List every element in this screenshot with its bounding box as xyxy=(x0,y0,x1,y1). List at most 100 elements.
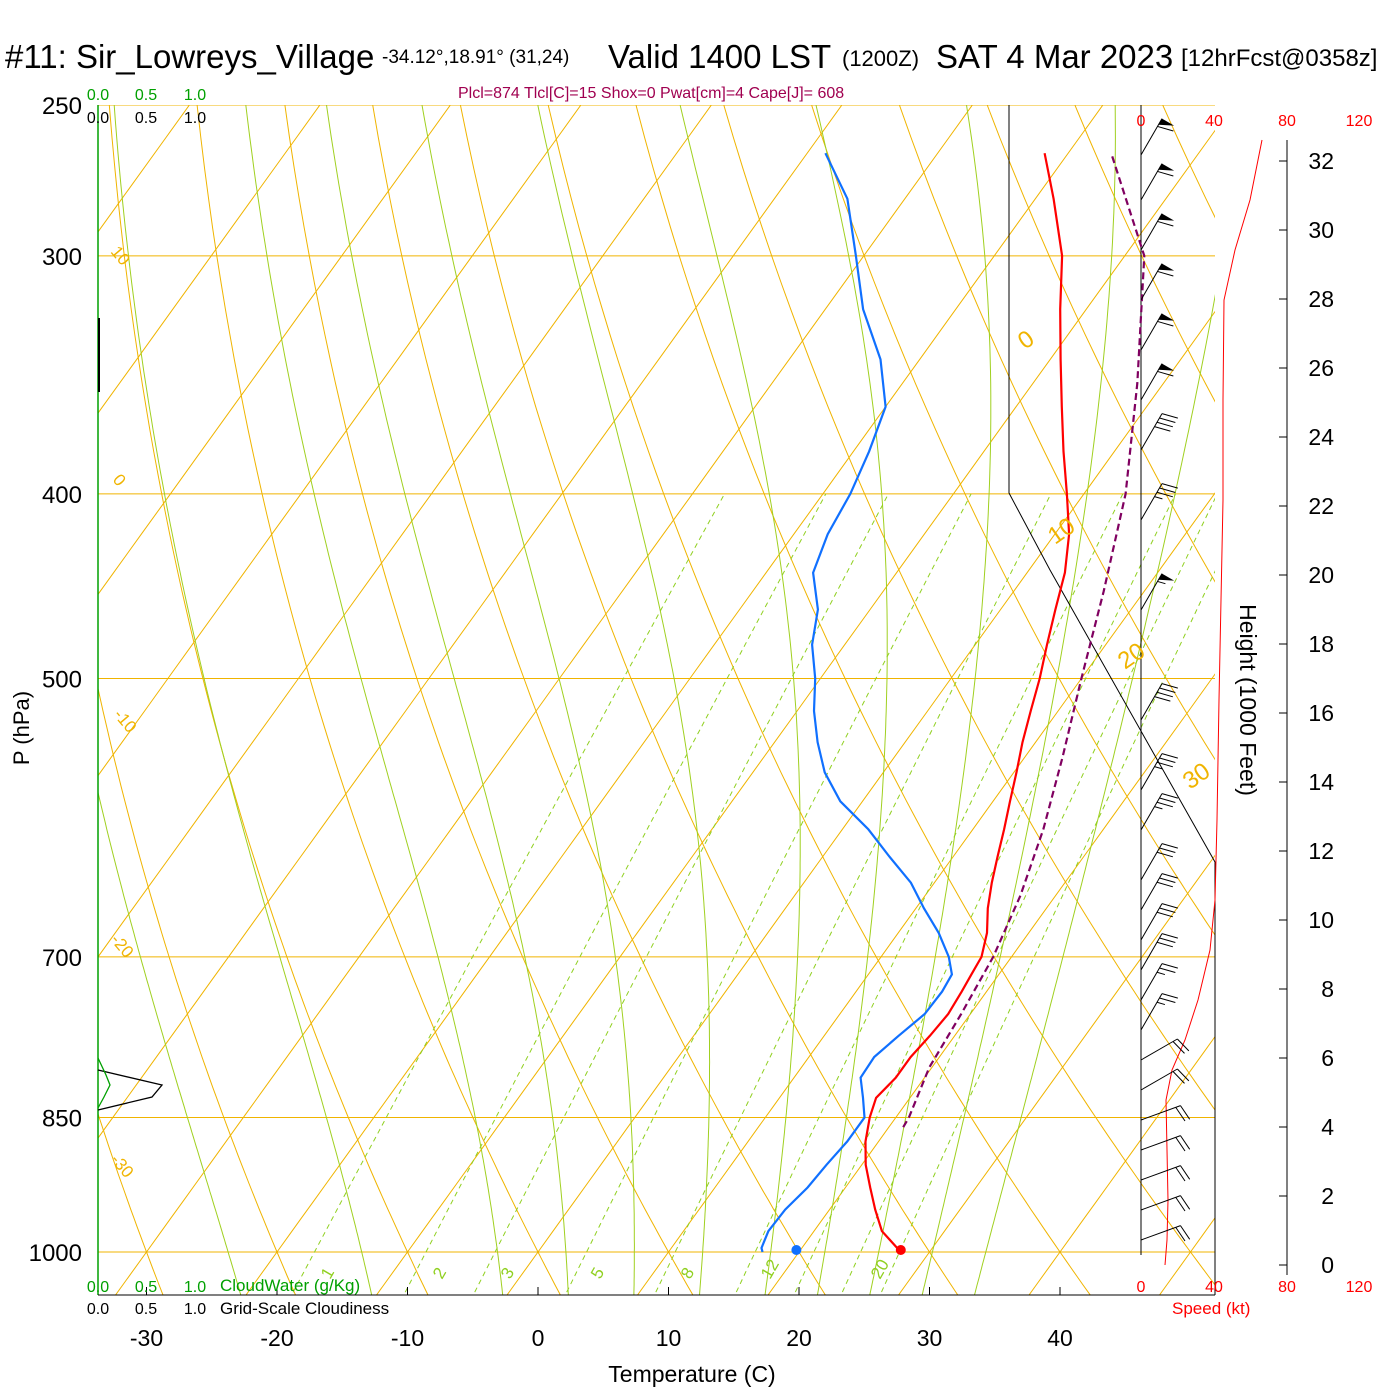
isotherm-line xyxy=(98,105,451,596)
wind-barb xyxy=(1140,1165,1191,1182)
x-axis-title: Temperature (C) xyxy=(608,1361,775,1387)
dry-adiabat-line xyxy=(372,105,826,1295)
moist-adiabat-line xyxy=(815,105,888,1295)
moist-adiabat-line xyxy=(869,105,992,1295)
wind-barb xyxy=(1140,1195,1191,1212)
isotherm-line xyxy=(1028,1035,1215,1295)
parcel-trace xyxy=(902,152,1146,1128)
speed-tick-label-top: 40 xyxy=(1205,113,1223,130)
y-axis-title: P (hPa) xyxy=(9,691,34,765)
wind-barb xyxy=(1140,753,1178,791)
wind-barb xyxy=(1140,873,1178,911)
dry-adiabat-line xyxy=(986,105,1215,583)
dry-adiabat-line xyxy=(98,686,297,1295)
x-tick-label: 40 xyxy=(1047,1325,1073,1351)
wind-barb xyxy=(1140,313,1175,351)
moist-adiabat-line xyxy=(245,105,504,1295)
mixing-ratio-line xyxy=(879,570,1215,1295)
height-tick-label: 0 xyxy=(1321,1252,1334,1278)
dry-adiabat-line xyxy=(196,105,561,1295)
cloudiness-title: Grid-Scale Cloudiness xyxy=(220,1299,389,1318)
mixing-ratio-line xyxy=(472,493,889,1295)
height-tick-label: 30 xyxy=(1308,217,1334,243)
moist-adiabat-line xyxy=(973,294,1215,1295)
x-tick-label: 20 xyxy=(786,1325,812,1351)
wind-barb xyxy=(1140,213,1175,251)
cloudiness-tick-top: 0.0 xyxy=(87,110,109,127)
cloudwater-tick-top: 1.0 xyxy=(184,87,206,104)
cloudiness-tick-top: 1.0 xyxy=(184,110,206,127)
cloudiness-profile xyxy=(97,1069,164,1111)
station-coords: -34.12°,18.91° (31,24) xyxy=(382,47,569,68)
x-tick-label: 30 xyxy=(917,1325,943,1351)
wind-barb xyxy=(1140,363,1175,401)
surface-dewpoint-dot xyxy=(791,1245,802,1255)
dry-adiabat-line xyxy=(723,105,1215,1111)
surface-temperature-dot xyxy=(895,1245,906,1255)
pressure-label: 250 xyxy=(42,93,82,120)
wind-barb xyxy=(1140,993,1178,1031)
moist-adiabat-line xyxy=(921,105,1116,1295)
wind-barb xyxy=(1140,1225,1191,1242)
cloudwater-tick-bottom: 0.0 xyxy=(87,1279,109,1296)
wind-barb xyxy=(1140,163,1175,201)
height-axis-title: Height (1000 Feet) xyxy=(1235,604,1261,796)
speed-tick-label-top: 120 xyxy=(1346,113,1373,130)
dry-adiabat-line xyxy=(811,105,1215,936)
wind-barbs xyxy=(1140,118,1263,1266)
valid-zulu: (1200Z) xyxy=(842,46,919,71)
dewpoint-trace xyxy=(760,152,954,1253)
height-tick-label: 20 xyxy=(1308,562,1334,588)
isotherm-line xyxy=(245,105,1104,1295)
cloudwater-profile xyxy=(97,1057,111,1109)
mixing-ratio-line xyxy=(403,493,827,1295)
moist-adiabat-line xyxy=(679,105,801,1295)
wind-barb xyxy=(1140,483,1178,521)
height-tick-label: 28 xyxy=(1308,286,1334,312)
pressure-label: 850 xyxy=(42,1106,82,1133)
pressure-label: 300 xyxy=(42,244,82,271)
dry-adiabat-line xyxy=(898,105,1215,761)
height-tick-label: 10 xyxy=(1308,907,1334,933)
height-tick-label: 24 xyxy=(1308,424,1334,450)
speed-tick-label-bottom: 80 xyxy=(1278,1279,1296,1296)
isotherm-line xyxy=(114,105,973,1295)
speed-tick-label-bottom: 40 xyxy=(1205,1279,1223,1296)
isotherm-line xyxy=(98,105,582,777)
dry-adiabat-line xyxy=(1074,105,1215,403)
wind-speed-profile xyxy=(1164,139,1263,1266)
speed-tick-label-top: 0 xyxy=(1137,113,1146,130)
isotherm-line xyxy=(897,854,1215,1295)
wind-barb xyxy=(1140,963,1178,1001)
isotherm-line xyxy=(98,105,712,958)
cloudwater-tick-top: 0.5 xyxy=(135,87,157,104)
temperature-trace xyxy=(864,152,1071,1253)
x-tick-label: -30 xyxy=(130,1325,163,1351)
right-frame xyxy=(1008,105,1216,1295)
wind-barb xyxy=(1140,1068,1190,1091)
mixing-ratio-line xyxy=(793,493,1176,1295)
speed-tick-label-bottom: 0 xyxy=(1137,1279,1146,1296)
wind-barb xyxy=(1140,933,1178,971)
cloudiness-tick-bottom: 0.5 xyxy=(135,1301,157,1318)
sounding-traces xyxy=(760,152,1146,1255)
dry-adiabat-line xyxy=(547,105,1091,1295)
dry-adiabat-line xyxy=(98,1112,164,1295)
station-title: #11: Sir_Lowreys_Village xyxy=(5,38,374,75)
wind-barb xyxy=(1140,1105,1191,1122)
moist-adiabat-line xyxy=(325,105,569,1295)
cloudwater-tick-top: 0.0 xyxy=(87,87,109,104)
height-tick-label: 14 xyxy=(1308,769,1334,795)
cloudiness-tick-top: 0.5 xyxy=(135,110,157,127)
pressure-label: 500 xyxy=(42,667,82,694)
mixing-ratio-line xyxy=(734,493,1124,1295)
cloudwater-tick-bottom: 0.5 xyxy=(135,1279,157,1296)
height-tick-label: 8 xyxy=(1321,976,1334,1002)
valid-date: SAT 4 Mar 2023 xyxy=(936,38,1173,75)
isotherm-line xyxy=(506,310,1215,1295)
mixing-ratio-line xyxy=(291,493,725,1295)
dry-adiabat-line xyxy=(459,105,959,1295)
cloudwater-tick-bottom: 1.0 xyxy=(184,1279,206,1296)
indices-text: Plcl=874 Tlcl[C]=15 Shox=0 Pwat[cm]=4 Ca… xyxy=(458,85,844,102)
